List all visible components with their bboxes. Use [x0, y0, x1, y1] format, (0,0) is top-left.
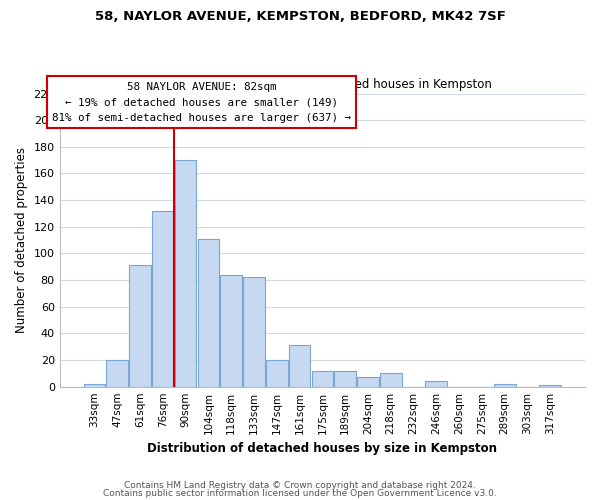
Y-axis label: Number of detached properties: Number of detached properties: [15, 147, 28, 333]
Bar: [289, 346, 310, 387]
Text: 58, NAYLOR AVENUE, KEMPSTON, BEDFORD, MK42 7SF: 58, NAYLOR AVENUE, KEMPSTON, BEDFORD, MK…: [95, 10, 505, 23]
Bar: [357, 378, 379, 386]
Bar: [266, 360, 287, 386]
Bar: [152, 211, 173, 386]
Bar: [425, 382, 447, 386]
Bar: [334, 370, 356, 386]
Bar: [311, 370, 333, 386]
Bar: [106, 360, 128, 386]
Text: 58 NAYLOR AVENUE: 82sqm
← 19% of detached houses are smaller (149)
81% of semi-d: 58 NAYLOR AVENUE: 82sqm ← 19% of detache…: [52, 82, 351, 123]
Bar: [220, 275, 242, 386]
Bar: [380, 374, 401, 386]
Title: Size of property relative to detached houses in Kempston: Size of property relative to detached ho…: [152, 78, 492, 91]
Bar: [129, 266, 151, 386]
X-axis label: Distribution of detached houses by size in Kempston: Distribution of detached houses by size …: [148, 442, 497, 455]
Text: Contains HM Land Registry data © Crown copyright and database right 2024.: Contains HM Land Registry data © Crown c…: [124, 481, 476, 490]
Text: Contains public sector information licensed under the Open Government Licence v3: Contains public sector information licen…: [103, 488, 497, 498]
Bar: [83, 384, 105, 386]
Bar: [243, 278, 265, 386]
Bar: [197, 239, 219, 386]
Bar: [175, 160, 196, 386]
Bar: [494, 384, 515, 386]
